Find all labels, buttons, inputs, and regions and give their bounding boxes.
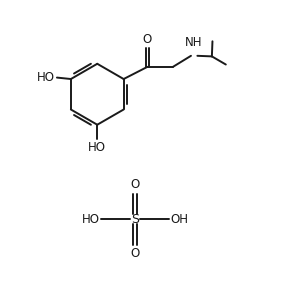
Text: O: O [130, 247, 140, 260]
Text: O: O [130, 178, 140, 191]
Text: OH: OH [170, 212, 188, 226]
Text: HO: HO [36, 71, 55, 84]
Text: HO: HO [82, 212, 100, 226]
Text: HO: HO [88, 141, 106, 154]
Text: NH: NH [184, 36, 202, 50]
Text: S: S [131, 212, 139, 226]
Text: O: O [143, 33, 152, 46]
